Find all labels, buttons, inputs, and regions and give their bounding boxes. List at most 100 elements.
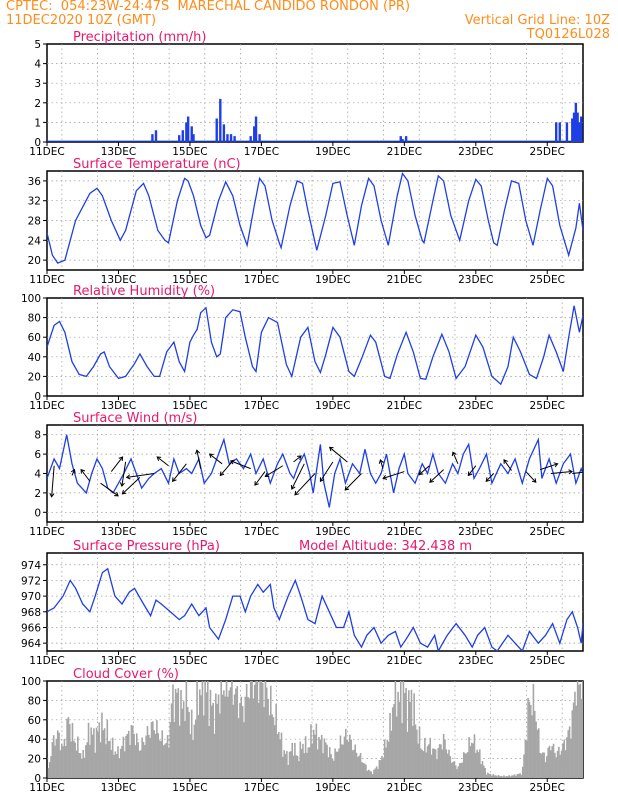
- cloud-bar: [359, 752, 362, 778]
- precip-bar: [253, 126, 256, 142]
- wind-arrow: [254, 471, 266, 486]
- precip-bar: [580, 116, 583, 142]
- cloud-bar: [300, 748, 303, 778]
- cloud-bar: [145, 735, 147, 778]
- cloud-bar: [576, 681, 579, 778]
- x-tick-label: 21DEC: [387, 782, 422, 794]
- y-tick-label: 970: [21, 591, 41, 603]
- panel-title: Precipitation (mm/h): [73, 30, 206, 45]
- cloud-bar: [186, 706, 189, 778]
- cloud-bar: [341, 744, 343, 778]
- cloud-bar: [245, 683, 248, 778]
- wind-arrow: [550, 471, 573, 474]
- cloud-bar: [386, 739, 389, 778]
- plot-area: [47, 434, 583, 508]
- wind-arrowhead: [49, 492, 55, 498]
- cloud-bar: [416, 729, 418, 778]
- cloud-bar: [256, 681, 259, 778]
- cloud-bar: [488, 773, 490, 778]
- y-tick-label: 0: [34, 507, 41, 519]
- wind-arrowhead: [80, 468, 86, 474]
- wind-arrowhead: [229, 459, 235, 465]
- cloud-bar: [77, 736, 79, 778]
- cloud-bar: [263, 707, 265, 778]
- cloud-bar: [395, 716, 398, 778]
- cloud-bar: [328, 747, 331, 778]
- cloud-bar: [225, 681, 228, 778]
- cloud-bar: [466, 752, 469, 778]
- cloud-bar: [508, 775, 511, 778]
- cloud-bar: [56, 730, 59, 778]
- cloud-bar: [307, 747, 310, 778]
- x-tick-label: 19DEC: [315, 400, 350, 412]
- cloud-bar: [176, 692, 178, 778]
- wind-arrow: [485, 473, 495, 482]
- cloud-bar: [566, 737, 568, 778]
- precip-bar: [576, 112, 579, 142]
- cloud-bar: [381, 755, 383, 778]
- wind-arrow: [293, 455, 302, 463]
- cloud-bar: [50, 756, 52, 778]
- panel-frame: [46, 43, 584, 143]
- wind-arrowhead: [467, 471, 473, 477]
- cloud-bar: [547, 747, 549, 778]
- cloud-bar: [460, 762, 462, 778]
- cloud-bar: [178, 725, 181, 778]
- cloud-bar: [469, 746, 472, 778]
- cloud-bar: [71, 723, 74, 778]
- cloud-bar: [496, 776, 499, 778]
- cloud-bar: [287, 765, 289, 778]
- wind-arrowhead: [378, 458, 384, 464]
- wind-arrow: [329, 446, 348, 463]
- cloud-bar: [306, 752, 308, 778]
- cloud-bar: [279, 739, 281, 778]
- cloud-bar: [190, 709, 193, 778]
- cloud-bar: [111, 737, 114, 778]
- precip-bar: [401, 139, 404, 142]
- cloud-bar: [544, 762, 547, 778]
- y-tick-label: 40: [28, 352, 41, 364]
- cloud-bar: [194, 719, 197, 778]
- cloud-bar: [146, 726, 149, 778]
- cloud-bar: [127, 730, 130, 778]
- plot-area: [47, 567, 583, 651]
- cloud-bar: [322, 753, 324, 778]
- cloud-bar: [382, 758, 385, 778]
- cloud-bar: [240, 696, 243, 778]
- cloud-bar: [131, 725, 134, 778]
- panel-1: 11DEC 13DEC 15DEC 17DEC 19DEC 21DEC 23DEC 25DEC…: [28, 157, 584, 286]
- panel-title: Cloud Cover (%): [73, 667, 179, 682]
- cloud-bar: [495, 775, 497, 778]
- precip-bar: [404, 136, 408, 142]
- precip-bar: [181, 130, 184, 142]
- cloud-bar: [219, 713, 221, 778]
- cloud-bar: [457, 766, 460, 778]
- cloud-bar: [574, 691, 576, 778]
- cloud-bar: [555, 757, 557, 778]
- cloud-bar: [503, 775, 505, 778]
- wind-arrowhead: [118, 456, 124, 462]
- y-tick-label: 36: [28, 176, 42, 188]
- cloud-bar: [438, 744, 441, 778]
- cloud-bar: [83, 757, 86, 778]
- cloud-bar: [436, 759, 438, 778]
- wind-arrowhead: [297, 455, 302, 460]
- wind-arrow: [172, 463, 187, 482]
- cloud-bar: [390, 730, 393, 778]
- cloud-bar: [326, 744, 328, 778]
- cloud-bar: [335, 751, 338, 778]
- cloud-bar: [288, 751, 291, 778]
- cloud-bar: [253, 684, 256, 778]
- cloud-bar: [95, 727, 98, 778]
- cloud-bar: [487, 772, 489, 778]
- wind-arrowhead: [195, 449, 201, 455]
- y-tick-label: 28: [28, 216, 41, 228]
- cloud-bar: [492, 774, 495, 778]
- x-tick-label: 15DEC: [172, 146, 207, 158]
- cloud-bar: [350, 739, 352, 778]
- model-altitude-label: Model Altitude: 342.438 m: [299, 539, 472, 554]
- precip-bar: [258, 134, 261, 142]
- wind-arrow: [51, 465, 55, 497]
- cloud-bar: [169, 722, 172, 778]
